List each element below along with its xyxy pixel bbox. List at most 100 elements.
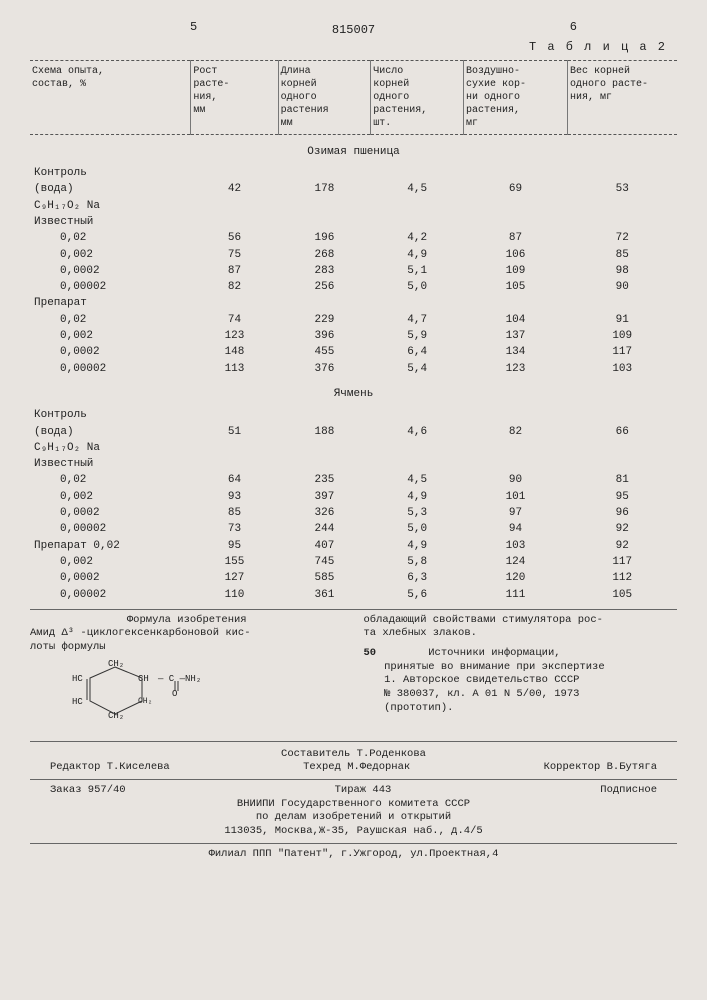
cell: 5,6 xyxy=(371,587,464,603)
row-label: 0,00002 xyxy=(30,279,191,295)
cell: 196 xyxy=(278,230,371,246)
table-row: Препарат xyxy=(30,295,677,311)
table-row: 0,000021133765,4123103 xyxy=(30,361,677,377)
cell: 111 xyxy=(464,587,568,603)
cell: 5,8 xyxy=(371,554,464,570)
row-label: 0,00002 xyxy=(30,587,191,603)
cell xyxy=(567,440,677,456)
cell xyxy=(464,198,568,214)
cell: 137 xyxy=(464,328,568,344)
cell: 4,9 xyxy=(371,247,464,263)
data-table: Схема опыта, состав, %Рост расте- ния, м… xyxy=(30,60,677,603)
cell xyxy=(567,295,677,311)
cell: 81 xyxy=(567,472,677,488)
cell xyxy=(278,407,371,423)
org1: ВНИИПИ Государственного комитета СССР xyxy=(30,798,677,812)
cell: 95 xyxy=(191,538,278,554)
cell: 66 xyxy=(567,424,677,440)
cell xyxy=(371,407,464,423)
table-row: Препарат 0,02954074,910392 xyxy=(30,538,677,554)
cell: 134 xyxy=(464,344,568,360)
right-line1: обладающий свойствами стимулятора рос- т… xyxy=(364,614,678,641)
table-row: 0,0021233965,9137109 xyxy=(30,328,677,344)
cell xyxy=(464,295,568,311)
cell xyxy=(191,214,278,230)
cell: 101 xyxy=(464,489,568,505)
cell xyxy=(278,456,371,472)
table-row: 0,0002853265,39796 xyxy=(30,505,677,521)
cell: 90 xyxy=(567,279,677,295)
cell xyxy=(191,295,278,311)
cell: 73 xyxy=(191,521,278,537)
cell: 103 xyxy=(567,361,677,377)
cell: 5,0 xyxy=(371,279,464,295)
row-label: 0,00002 xyxy=(30,521,191,537)
cell: 56 xyxy=(191,230,278,246)
col-header: Вес корней одного расте- ния, мг xyxy=(567,60,677,134)
cell: 244 xyxy=(278,521,371,537)
cell xyxy=(191,456,278,472)
cell: 72 xyxy=(567,230,677,246)
row-label: Известный xyxy=(30,456,191,472)
cell: 105 xyxy=(567,587,677,603)
cell: 5,1 xyxy=(371,263,464,279)
col-header: Схема опыта, состав, % xyxy=(30,60,191,134)
cell xyxy=(278,198,371,214)
cell xyxy=(371,165,464,181)
addr2: Филиал ППП "Патент", г.Ужгород, ул.Проек… xyxy=(30,848,677,862)
section-header: Ячмень xyxy=(30,377,677,407)
editor: Редактор Т.Киселева xyxy=(50,761,170,775)
formula-left-text: Амид Δ³ -циклогексенкарбоновой кис- лоты… xyxy=(30,627,344,654)
table-row: 0,02561964,28772 xyxy=(30,230,677,246)
cell: 4,7 xyxy=(371,312,464,328)
cell xyxy=(191,407,278,423)
table-row: Известный xyxy=(30,214,677,230)
org2: по делам изобретений и открытий xyxy=(30,811,677,825)
cell xyxy=(371,456,464,472)
section-header: Озимая пшеница xyxy=(30,134,677,165)
row-label: 0,0002 xyxy=(30,263,191,279)
row-label: 0,00002 xyxy=(30,361,191,377)
cell xyxy=(278,295,371,311)
cell: 4,5 xyxy=(371,181,464,197)
row-label: 0,002 xyxy=(30,554,191,570)
table-row: 0,000021103615,6111105 xyxy=(30,587,677,603)
cell: 123 xyxy=(191,328,278,344)
col-header: Воздушно- сухие кор- ни одного растения,… xyxy=(464,60,568,134)
row-label: Контроль xyxy=(30,407,191,423)
table-row: 0,0021557455,8124117 xyxy=(30,554,677,570)
cell xyxy=(278,440,371,456)
cell xyxy=(567,198,677,214)
cell: 124 xyxy=(464,554,568,570)
tirage: Тираж 443 xyxy=(335,784,392,798)
table-row: 0,02642354,59081 xyxy=(30,472,677,488)
table-row: (вода)511884,68266 xyxy=(30,424,677,440)
cell: 75 xyxy=(191,247,278,263)
cell: 5,0 xyxy=(371,521,464,537)
cell: 92 xyxy=(567,538,677,554)
cell: 148 xyxy=(191,344,278,360)
cell: 87 xyxy=(191,263,278,279)
page-right: 6 xyxy=(570,20,577,36)
cell: 396 xyxy=(278,328,371,344)
cell: 42 xyxy=(191,181,278,197)
row-label: 0,0002 xyxy=(30,505,191,521)
cell: 256 xyxy=(278,279,371,295)
cell: 97 xyxy=(464,505,568,521)
cell: 397 xyxy=(278,489,371,505)
cell: 188 xyxy=(278,424,371,440)
cell xyxy=(567,165,677,181)
cell: 82 xyxy=(464,424,568,440)
composer: Составитель Т.Роденкова xyxy=(30,748,677,762)
row-label: 0,02 xyxy=(30,312,191,328)
cell: 112 xyxy=(567,570,677,586)
row-label: 0,002 xyxy=(30,247,191,263)
cell: 87 xyxy=(464,230,568,246)
table-header-row: Схема опыта, состав, %Рост расте- ния, м… xyxy=(30,60,677,134)
cell: 235 xyxy=(278,472,371,488)
cell: 94 xyxy=(464,521,568,537)
cell: 64 xyxy=(191,472,278,488)
cell: 109 xyxy=(464,263,568,279)
cell xyxy=(567,456,677,472)
row-label: C₉H₁₇O₂ Na xyxy=(30,198,191,214)
